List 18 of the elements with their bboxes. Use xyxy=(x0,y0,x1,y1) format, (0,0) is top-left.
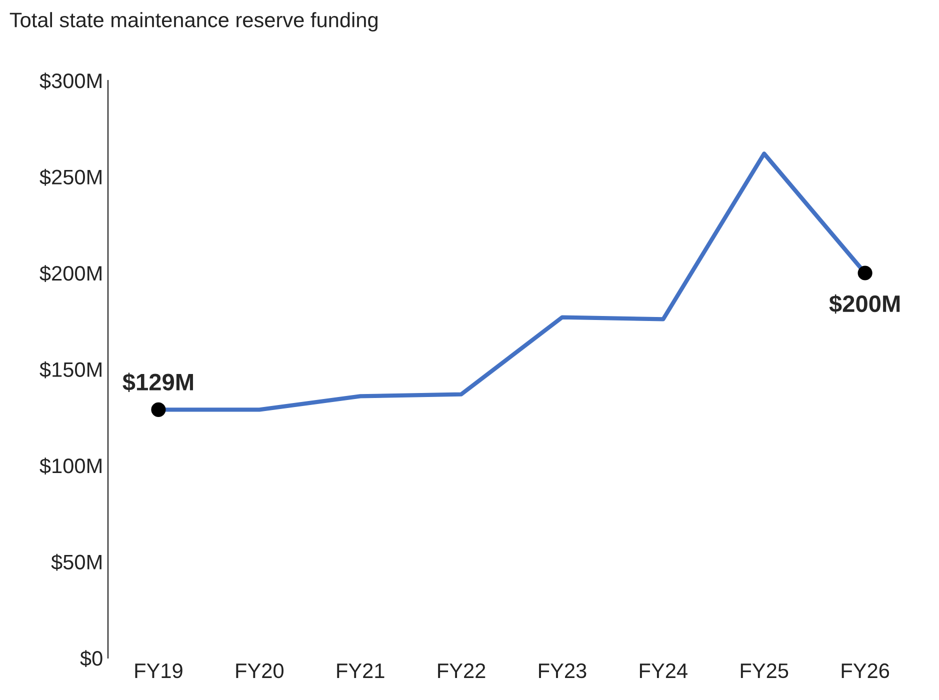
x-tick-label: FY21 xyxy=(337,663,384,678)
y-tick-label: $150M xyxy=(40,361,102,378)
y-tick-label: $50M xyxy=(51,554,102,571)
y-tick-label: $250M xyxy=(40,168,102,186)
annotation: $200M xyxy=(829,294,900,314)
y-tick-label: $200M xyxy=(40,265,102,282)
y-tick-label: $0 xyxy=(80,650,102,667)
x-tick-label: FY24 xyxy=(640,663,688,678)
x-tick-label: FY26 xyxy=(842,663,890,678)
annotation: $129M xyxy=(122,372,193,392)
x-tick-label: FY19 xyxy=(135,663,182,678)
x-tick-label: FY25 xyxy=(740,663,788,678)
x-tick-label: FY23 xyxy=(539,663,586,678)
y-axis-title: Total state maintenance reserve funding xyxy=(10,12,378,32)
y-tick-label: $100M xyxy=(40,458,102,474)
x-tick-label: FY20 xyxy=(236,663,284,678)
x-tick-label: FY22 xyxy=(438,663,486,678)
y-tick-label: $300M xyxy=(40,72,102,90)
